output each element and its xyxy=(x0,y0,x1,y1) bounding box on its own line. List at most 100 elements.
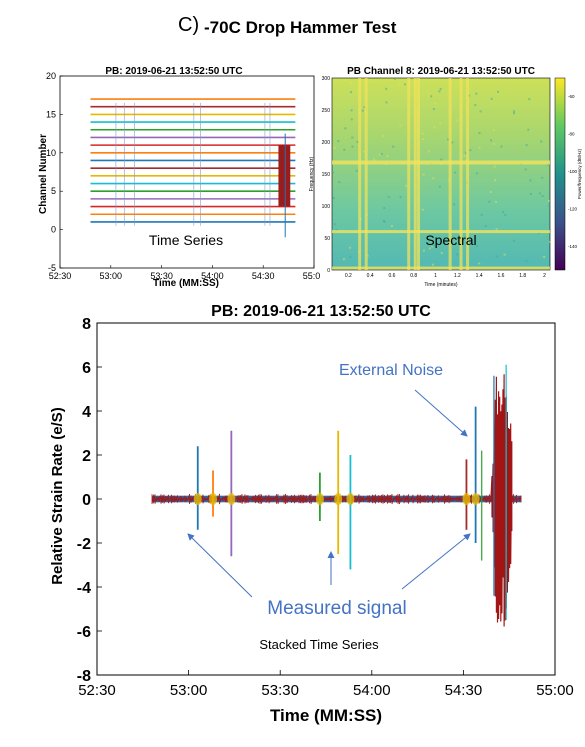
spectral-speckle xyxy=(332,171,335,174)
spectral-xlabel: Time (minutes) xyxy=(424,282,457,288)
spectral-speckle xyxy=(451,141,454,144)
figure-title: -70C Drop Hammer Test xyxy=(204,18,397,37)
spectral-speckle xyxy=(422,249,425,252)
external-noise-label: External Noise xyxy=(339,362,443,379)
spectral-speckle xyxy=(427,150,430,153)
spectral-speckle xyxy=(474,104,477,107)
spectral-speckle xyxy=(421,208,424,211)
signal-spike-core xyxy=(227,493,236,505)
colorbar-tick-label: -80 xyxy=(568,132,575,137)
spectral-xtick-label: 1.2 xyxy=(454,273,461,279)
spectral-speckle xyxy=(494,179,497,182)
spectral-speckle xyxy=(398,83,401,86)
spectral-speckle xyxy=(452,203,455,206)
spectral-speckle xyxy=(538,192,541,195)
stacked-xlabel: Time (MM:SS) xyxy=(270,706,382,725)
spectral-speckle xyxy=(512,112,515,115)
signal-spike-core xyxy=(471,493,480,505)
spectral-speckle xyxy=(350,109,353,112)
spectral-speckle xyxy=(504,213,507,216)
spectral-speckle xyxy=(356,141,359,143)
spectral-speckle xyxy=(525,260,528,263)
spectral-speckle xyxy=(428,95,431,98)
spectral-speckle xyxy=(447,138,450,141)
spectral-xtick-label: 2 xyxy=(543,273,546,279)
spectral-speckle xyxy=(479,110,482,113)
spectral-speckle xyxy=(547,199,550,202)
spectral-speckle xyxy=(386,155,389,158)
spectral-speckle xyxy=(355,169,358,172)
spectral-ytick-label: 0 xyxy=(327,268,330,274)
spectral-speckle xyxy=(421,137,424,140)
ts-xtick-label: 53:30 xyxy=(150,271,173,281)
spectral-ytick-label: 250 xyxy=(322,108,331,114)
main-xtick-label: 53:00 xyxy=(170,682,208,699)
ts-ytick-label: 15 xyxy=(46,109,56,119)
spectral-speckle xyxy=(503,253,506,256)
main-xtick-label: 53:30 xyxy=(261,682,299,699)
signal-spike-core xyxy=(462,493,471,505)
spectral-speckle xyxy=(428,247,431,250)
spectral-speckle xyxy=(497,90,500,93)
stacked-title: PB: 2019-06-21 13:52:50 UTC xyxy=(211,303,431,320)
main-xtick-label: 54:30 xyxy=(445,682,483,699)
spectral-speckle xyxy=(333,147,336,150)
spectral-speckle xyxy=(399,124,402,127)
spectral-speckle xyxy=(480,213,483,216)
spectral-speckle xyxy=(393,78,396,81)
external-noise-arrow xyxy=(414,389,468,437)
spectral-speckle xyxy=(385,101,388,104)
spectral-speckle xyxy=(387,196,390,199)
spectral-event-stripe xyxy=(417,78,421,270)
signal-spike-core xyxy=(209,493,218,505)
spectral-speckle xyxy=(335,228,338,231)
spectral-speckle xyxy=(351,145,354,148)
spectral-speckle xyxy=(337,140,340,143)
spectral-speckle xyxy=(382,134,385,137)
time-series-annotation: Time Series xyxy=(149,232,223,248)
main-ytick-label: 6 xyxy=(82,360,91,377)
spectral-speckle xyxy=(349,82,352,85)
stacked-annotation: Stacked Time Series xyxy=(259,637,379,652)
spectral-speckle xyxy=(383,207,386,210)
spectral-xtick-label: 0.8 xyxy=(410,273,417,279)
spectral-speckle xyxy=(350,118,353,121)
time-series-title: PB: 2019-06-21 13:52:50 UTC xyxy=(105,66,242,77)
spectral-speckle xyxy=(527,128,530,131)
spectral-ytick-label: 50 xyxy=(324,236,330,242)
spectral-speckle xyxy=(427,92,430,95)
spectral-speckle xyxy=(363,106,366,109)
spectral-speckle xyxy=(525,144,528,147)
spectral-speckle xyxy=(366,254,369,257)
spectral-speckle xyxy=(463,155,466,158)
spectral-speckle xyxy=(390,225,393,228)
spectral-event-stripe xyxy=(413,78,417,270)
spectral-band xyxy=(332,230,550,234)
spectral-xtick-label: 0.4 xyxy=(367,273,374,279)
main-ytick-label: -6 xyxy=(77,624,91,641)
spectral-ytick-label: 100 xyxy=(322,204,331,210)
spectral-speckle xyxy=(405,184,408,187)
spectral-speckle xyxy=(433,126,436,129)
spectral-speckle xyxy=(362,150,365,153)
spectral-speckle xyxy=(342,258,345,261)
spectral-speckle xyxy=(349,255,352,258)
spectral-chart: PB Channel 8: 2019-06-21 13:52:50 UTC 0 5… xyxy=(309,66,582,288)
spectral-speckle xyxy=(380,152,383,155)
spectral-xtick-label: 1.4 xyxy=(476,273,483,279)
main-ytick-label: -8 xyxy=(77,668,91,685)
colorbar-tick-label: -120 xyxy=(568,207,578,212)
spectral-speckle xyxy=(484,225,487,228)
spectral-heatmap xyxy=(331,77,551,271)
spectral-speckle xyxy=(421,132,424,135)
spectral-speckle xyxy=(440,252,443,255)
spectral-speckle xyxy=(439,122,442,125)
spectral-ytick-label: 200 xyxy=(322,140,331,146)
ts-ytick-label: 0 xyxy=(51,225,56,235)
spectral-speckle xyxy=(349,246,352,249)
spectral-speckle xyxy=(475,92,478,95)
spectral-speckle xyxy=(538,232,541,235)
main-ytick-label: 8 xyxy=(82,316,91,333)
spectral-speckle xyxy=(344,127,347,130)
spectral-event-stripe xyxy=(459,78,463,270)
